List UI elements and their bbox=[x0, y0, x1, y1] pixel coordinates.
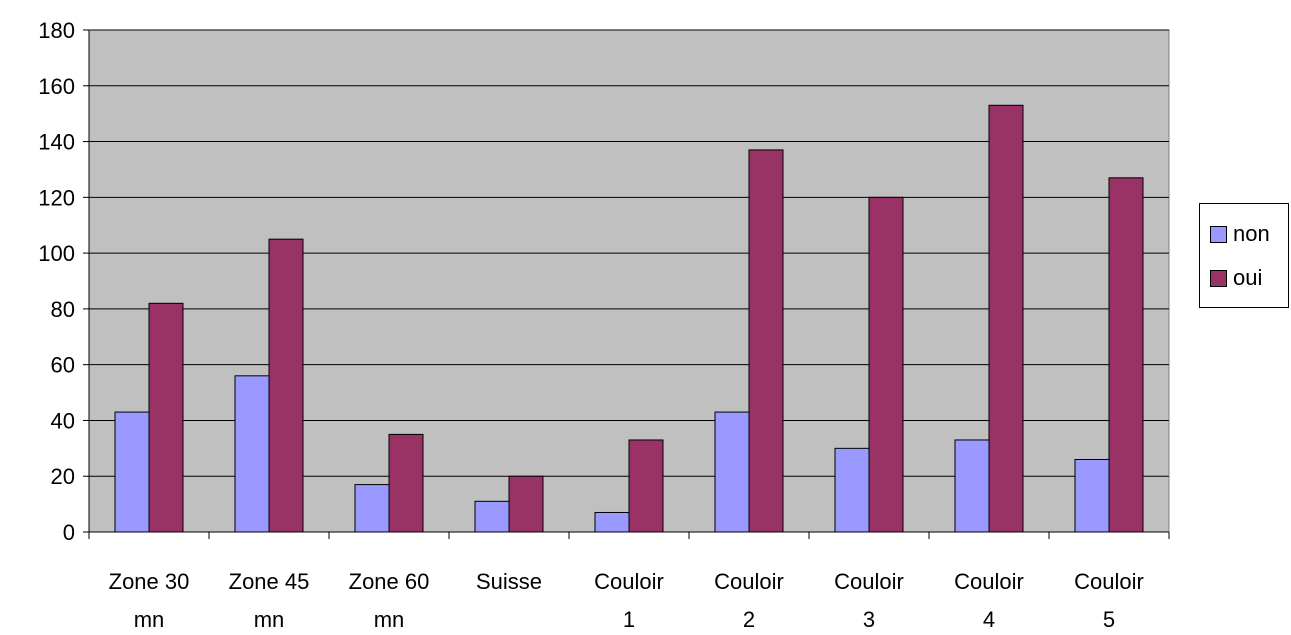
x-category-label: Couloir bbox=[834, 569, 904, 594]
bar-non-8 bbox=[1074, 458, 1110, 533]
bar-oui-8 bbox=[1108, 177, 1144, 533]
y-tick-label: 140 bbox=[38, 130, 75, 155]
x-category-labels: Zone 30 mn Zone 45 mn Zone 60 mn Suisse Couloir… bbox=[109, 569, 1144, 632]
bar-non-2 bbox=[354, 484, 390, 533]
x-category-label: Zone 60 bbox=[349, 569, 430, 594]
bar-oui-2 bbox=[388, 433, 424, 533]
x-category-label: 3 bbox=[863, 607, 875, 632]
y-tick-label: 0 bbox=[63, 520, 75, 545]
bar-oui-6 bbox=[868, 196, 904, 533]
legend-label-oui: oui bbox=[1233, 265, 1263, 290]
legend: non oui bbox=[1199, 203, 1289, 308]
x-category-label: 4 bbox=[983, 607, 995, 632]
x-category-label: mn bbox=[374, 607, 405, 632]
x-category-label: 1 bbox=[623, 607, 635, 632]
y-tick-label: 60 bbox=[51, 353, 75, 378]
bar-non-7 bbox=[954, 439, 990, 533]
legend-swatch-non bbox=[1210, 225, 1227, 243]
y-tick-label: 120 bbox=[38, 185, 75, 210]
axes bbox=[83, 29, 1170, 539]
x-category-label: mn bbox=[254, 607, 285, 632]
bars bbox=[114, 104, 1144, 533]
y-tick-label: 40 bbox=[51, 408, 75, 433]
bar-oui-4 bbox=[628, 439, 664, 533]
x-category-label: Couloir bbox=[1074, 569, 1144, 594]
x-category-label: Couloir bbox=[594, 569, 664, 594]
x-category-label: Zone 45 bbox=[229, 569, 310, 594]
bar-non-4 bbox=[594, 511, 630, 533]
bar-non-0 bbox=[114, 411, 150, 533]
bar-non-3 bbox=[474, 500, 510, 533]
legend-item-non: non bbox=[1210, 221, 1270, 246]
x-category-label: Couloir bbox=[714, 569, 784, 594]
bar-non-6 bbox=[834, 447, 870, 533]
y-tick-label: 100 bbox=[38, 241, 75, 266]
x-category-label: Couloir bbox=[954, 569, 1024, 594]
legend-swatch-oui bbox=[1210, 269, 1227, 287]
y-tick-label: 20 bbox=[51, 464, 75, 489]
x-category-label: Suisse bbox=[476, 569, 542, 594]
bar-non-5 bbox=[714, 411, 750, 533]
y-tick-labels: 0 20 40 60 80 100 120 140 160 180 bbox=[38, 18, 75, 545]
bar-oui-5 bbox=[748, 149, 784, 533]
bar-oui-0 bbox=[148, 302, 184, 533]
x-category-label: 2 bbox=[743, 607, 755, 632]
x-category-label: 5 bbox=[1103, 607, 1115, 632]
bar-non-1 bbox=[234, 375, 270, 533]
legend-item-oui: oui bbox=[1210, 265, 1263, 290]
bar-oui-7 bbox=[988, 104, 1024, 533]
y-tick-label: 180 bbox=[38, 18, 75, 43]
bar-oui-1 bbox=[268, 238, 304, 533]
y-tick-label: 80 bbox=[51, 297, 75, 322]
x-category-label: mn bbox=[134, 607, 165, 632]
y-tick-label: 160 bbox=[38, 74, 75, 99]
legend-label-non: non bbox=[1233, 221, 1270, 246]
x-category-label: Zone 30 bbox=[109, 569, 190, 594]
bar-oui-3 bbox=[508, 475, 544, 533]
